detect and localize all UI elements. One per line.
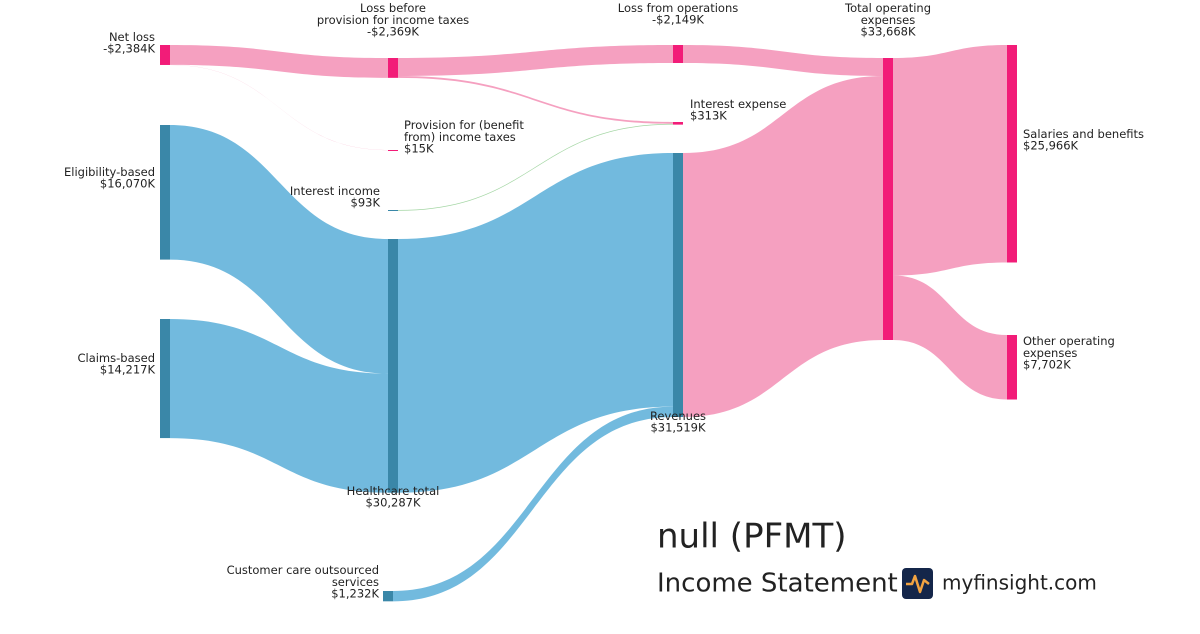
node-value-label: $93K <box>351 196 381 210</box>
node-value-label: $16,070K <box>100 177 156 191</box>
node-label-line: from) income taxes <box>404 130 516 144</box>
node <box>1007 335 1017 400</box>
link <box>170 125 388 374</box>
node-label-line: provision for income taxes <box>317 13 469 27</box>
node-value-label: $1,232K <box>331 587 379 601</box>
node-label-line: Loss before <box>360 1 426 15</box>
node-label-line: Healthcare total <box>347 484 440 498</box>
node-value-label: -$2,149K <box>652 13 704 27</box>
node-label: Revenues <box>650 409 706 423</box>
node-value-label: $33,668K <box>860 25 916 39</box>
node-label-line: expenses <box>1023 346 1077 360</box>
node-label-line: Claims-based <box>77 351 155 365</box>
node-label-line: Provision for (benefit <box>404 118 524 132</box>
node-label-line: Revenues <box>650 409 706 423</box>
links <box>170 45 1007 602</box>
node-value-label: $30,287K <box>365 496 421 510</box>
node <box>388 150 398 151</box>
node-label: Interest expense <box>690 97 786 111</box>
node-label-line: Net loss <box>109 30 155 44</box>
node <box>883 58 893 340</box>
node-label-line: Interest income <box>290 184 380 198</box>
node <box>673 122 683 125</box>
node-label: Healthcare total <box>347 484 440 498</box>
node-value-label: -$2,384K <box>103 42 155 56</box>
node-label-line: Total operating <box>844 1 931 15</box>
node-value-label: $14,217K <box>100 363 156 377</box>
node <box>673 45 683 63</box>
node-label-line: expenses <box>861 13 915 27</box>
node-label: Loss from operations <box>618 1 739 15</box>
node <box>388 210 398 211</box>
chart-title: null (PFMT) <box>657 517 847 557</box>
node-value-label: -$2,369K <box>367 25 419 39</box>
node-label: Claims-based <box>77 351 155 365</box>
node <box>160 45 170 65</box>
node <box>1007 45 1017 263</box>
node-label-line: Customer care outsourced <box>227 563 379 577</box>
node <box>673 153 683 418</box>
node-label: Interest income <box>290 184 380 198</box>
link <box>398 123 673 211</box>
link <box>893 45 1007 276</box>
node-label-line: services <box>332 575 379 589</box>
node-value-label: $313K <box>690 109 727 123</box>
link <box>170 319 388 493</box>
node-label-line: Other operating <box>1023 334 1115 348</box>
node <box>388 58 398 78</box>
link <box>683 75 883 418</box>
link <box>170 64 388 151</box>
node-label-line: Interest expense <box>690 97 786 111</box>
chart-subtitle: Income Statement <box>657 569 898 599</box>
brand-name: myfinsight.com <box>942 571 1097 595</box>
node <box>160 125 170 260</box>
link <box>893 275 1007 400</box>
link <box>398 45 673 76</box>
node-value-label: $7,702K <box>1023 358 1071 372</box>
node-label: Net loss <box>109 30 155 44</box>
node-label-line: Eligibility-based <box>64 165 155 179</box>
link <box>398 75 673 124</box>
link <box>683 45 883 76</box>
link <box>393 406 673 602</box>
node-label: Eligibility-based <box>64 165 155 179</box>
node-label-line: Salaries and benefits <box>1023 127 1144 141</box>
node-value-label: $25,966K <box>1023 139 1079 153</box>
node-label: Other operating expenses <box>1023 334 1115 360</box>
node <box>160 319 170 439</box>
brand-icon-pulse <box>906 574 930 594</box>
node-value-label: $31,519K <box>650 421 706 435</box>
node-label: Total operating expenses <box>844 1 931 27</box>
node-label-line: Loss from operations <box>618 1 739 15</box>
node <box>383 591 393 602</box>
node-label: Provision for (benefit from) income taxes <box>404 118 524 144</box>
node-label: Loss before provision for income taxes <box>317 1 469 27</box>
node-value-label: $15K <box>404 142 434 156</box>
link <box>398 153 673 493</box>
node <box>388 239 398 493</box>
node-label: Salaries and benefits <box>1023 127 1144 141</box>
node-label: Customer care outsourced services <box>227 563 379 589</box>
link <box>170 45 388 78</box>
